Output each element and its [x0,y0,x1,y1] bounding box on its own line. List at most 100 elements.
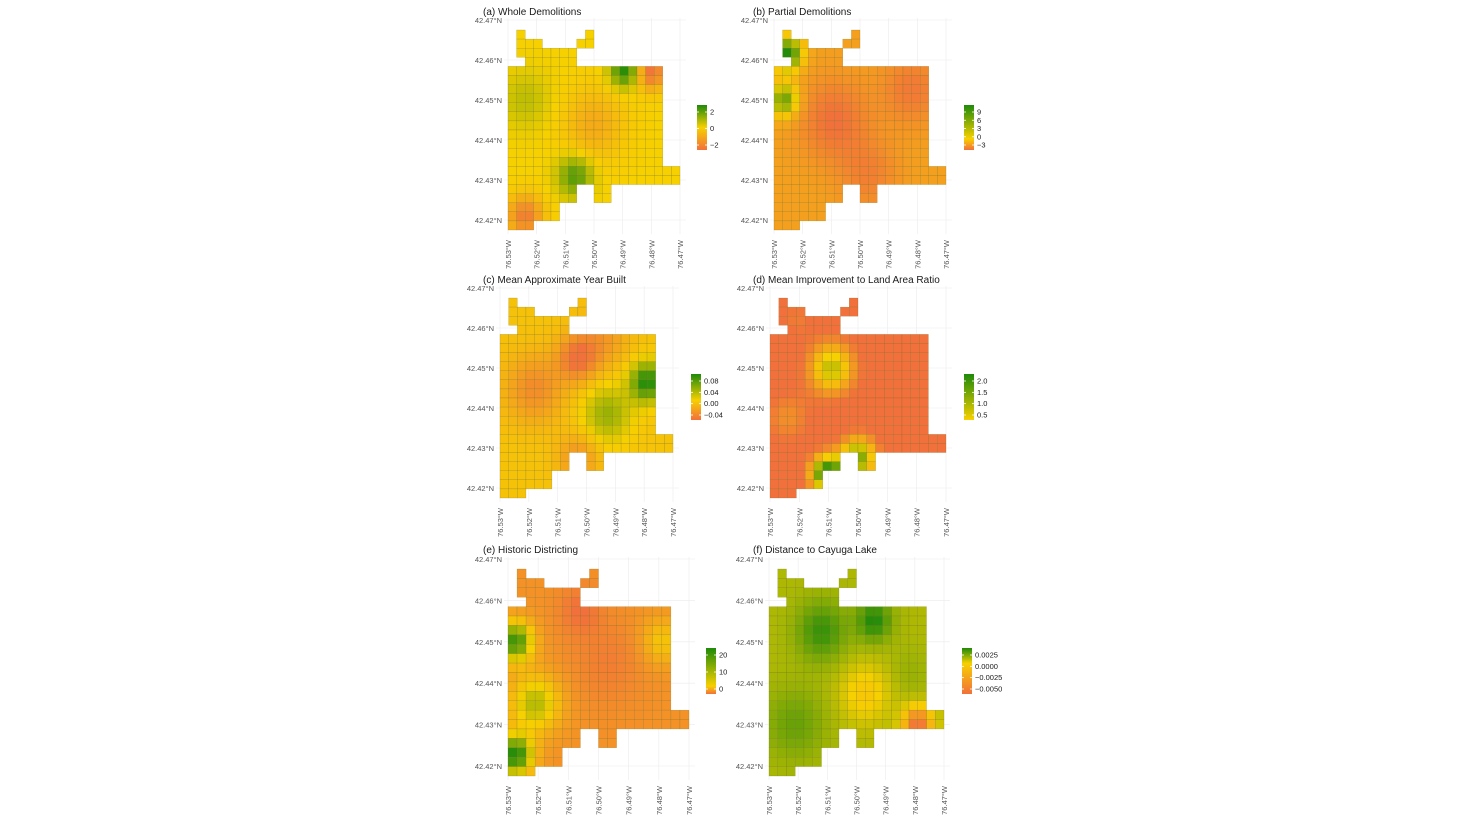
heat-cell [911,166,921,176]
heat-cell [812,709,822,720]
heat-cell [831,370,841,380]
heat-cell [831,379,841,390]
heat-cell [534,361,544,371]
heat-cell [866,443,876,453]
heat-cell [553,719,563,730]
y-tick-label: 42.45°N [467,364,494,373]
heat-cell [875,443,885,453]
heat-cell [831,334,841,344]
heat-cell [603,416,613,426]
heat-cell [840,443,850,453]
heat-cell [628,120,638,131]
heat-cell [834,111,843,122]
heat-cell [559,193,569,203]
heat-cell [576,38,586,49]
heat-cell [796,479,806,490]
heat-cell [791,57,800,67]
heat-cell [768,662,778,673]
heat-cell [568,84,577,94]
heat-cell [550,129,560,140]
heat-cell [594,334,604,344]
heat-cell [885,84,895,94]
heat-cell [643,644,653,654]
heat-cell [585,166,595,176]
heat-cell [544,747,554,758]
heat-cell [786,747,796,758]
heat-cell [795,653,805,664]
heat-cell [643,691,653,701]
heat-cell [571,738,581,748]
y-tick-label: 42.42°N [737,484,764,493]
legend-tick-label: 0.08 [704,377,719,386]
heat-cell [799,38,809,49]
heat-cell [894,111,904,122]
heat-cell [634,644,644,654]
heat-cell [652,691,663,701]
x-tick-label: 76.51°W [554,507,563,537]
heat-cell [517,388,527,399]
heat-cell [636,120,646,131]
heat-cell [534,587,545,598]
heat-cell [499,361,509,371]
heat-cell [859,93,869,103]
heat-cell [795,634,805,645]
heat-cell [834,175,843,185]
heat-cell [856,719,866,730]
heat-cell [842,120,852,131]
heat-cell [499,388,509,399]
heat-cell [542,166,552,176]
heat-cell [842,148,852,158]
heat-cell [562,634,572,645]
heat-cell [586,334,596,344]
heat-cell [812,634,822,645]
heat-cell [569,443,579,453]
heat-cell [516,606,527,617]
heat-cell [593,138,603,149]
heat-cell [769,370,779,380]
heat-cell [507,193,517,203]
heat-cell [908,719,918,730]
heat-cell [593,166,603,176]
heat-cell [594,425,604,435]
heat-cell [834,66,843,76]
heat-cell [625,606,635,617]
x-tick-label: 76.53°W [765,785,774,815]
x-tick-label: 76.51°W [825,507,834,537]
heat-cell [847,709,857,720]
heat-cell [856,625,866,636]
heat-cell [586,434,596,444]
heat-cell [593,102,603,112]
heat-cell [816,102,826,112]
heat-cell [586,461,596,471]
heat-cell [796,370,806,380]
heat-cell [507,138,517,149]
heat-cell [508,470,518,480]
heat-cell [796,434,806,444]
heat-cell [508,452,518,462]
heat-cell [821,587,831,598]
heat-cell [873,653,883,664]
heat-cell [910,343,920,353]
heat-cell [550,84,560,94]
heat-cell [773,193,783,203]
heat-cell [612,334,622,344]
heat-cell [525,166,534,176]
heat-cell [787,325,797,335]
heat-cell [768,691,778,701]
heat-cell [796,397,806,408]
heat-cell [654,84,663,94]
heat-cell [544,587,554,598]
heat-cell [652,634,663,645]
heat-cell [847,578,857,588]
heat-cell [577,297,587,308]
heat-cell [625,634,635,645]
heat-cell [580,681,590,692]
heat-cell [799,120,809,131]
heat-cell [842,102,852,112]
heat-cell [525,434,535,444]
heat-cell [917,625,927,636]
heat-cell [593,193,603,203]
heat-cell [643,681,653,692]
heat-cell [885,120,895,131]
heat-cell [525,397,535,408]
